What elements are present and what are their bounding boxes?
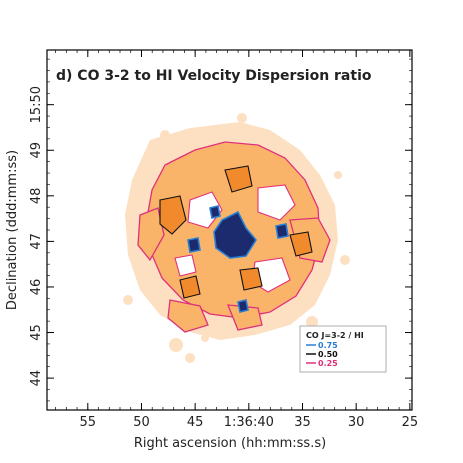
x-axis-label: Right ascension (hh:mm:ss.s) [134,436,326,451]
y-tick-label: 45 [29,324,44,341]
y-axis-label: Declination (ddd:mm:ss) [5,150,20,310]
legend-entry-label: 0.25 [318,359,338,368]
emission-map [123,113,350,363]
x-axis-ticks: 55 50 45 1:36:40 35 30 25 [55,50,419,430]
y-tick-label: 46 [29,279,44,296]
legend-entry-label: 0.50 [318,350,338,359]
x-tick-label: 25 [402,415,419,430]
legend-title: CO J=3-2 / HI [306,331,364,340]
y-tick-label: 48 [29,188,44,205]
x-tick-label: 55 [80,415,97,430]
y-axis-ticks: 44 45 46 47 48 49 15:50 [29,58,412,402]
x-tick-label: 30 [348,415,365,430]
y-tick-label: 44 [29,370,44,387]
chart-title: d) CO 3-2 to HI Velocity Dispersion rati… [56,68,372,84]
x-tick-label: 45 [187,415,204,430]
x-tick-label: 35 [294,415,311,430]
y-tick-label: 15:50 [29,86,44,123]
x-tick-label: 50 [133,415,150,430]
y-tick-label: 47 [29,233,44,250]
legend-entry-label: 0.75 [318,341,338,350]
legend-box [299,325,387,373]
x-tick-label: 1:36:40 [224,415,274,430]
y-tick-label: 49 [29,142,44,159]
legend: CO J=3-2 / HI 0.750.500.25 [299,325,387,373]
